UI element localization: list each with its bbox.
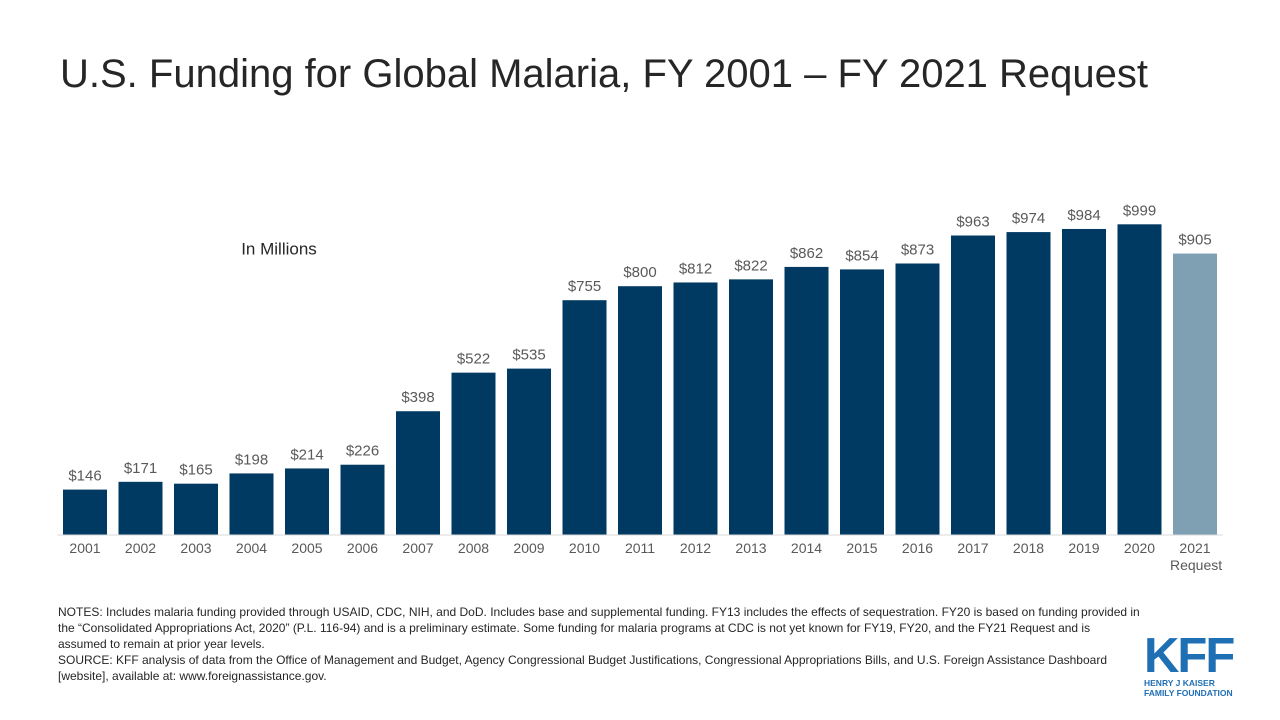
logo-text: FAMILY FOUNDATION <box>1144 688 1233 698</box>
x-tick-label: 2010 <box>568 540 601 556</box>
value-label: $165 <box>179 462 212 479</box>
value-label: $522 <box>457 351 490 368</box>
x-tick-label: 2019 <box>1068 540 1100 556</box>
x-tick-label: 2002 <box>124 540 157 556</box>
value-label: $535 <box>512 347 545 364</box>
x-tick-label: 2003 <box>180 540 212 556</box>
value-label: $862 <box>790 245 823 262</box>
bar <box>895 263 940 535</box>
x-tick-label: 2004 <box>235 540 268 556</box>
x-tick-label: 2005 <box>291 540 323 556</box>
source: SOURCE: KFF analysis of data from the Of… <box>58 653 1107 683</box>
x-tick-label: 2013 <box>735 540 767 556</box>
logo: KFF HENRY J KAISER FAMILY FOUNDATION <box>1144 629 1235 699</box>
bar <box>229 473 274 535</box>
x-tick-label: 2018 <box>1012 540 1045 556</box>
x-tick-label: 2001 <box>69 540 101 556</box>
bar <box>451 372 496 535</box>
bar <box>840 269 884 535</box>
bar <box>729 279 773 535</box>
value-label: $198 <box>235 451 268 468</box>
value-label: $822 <box>734 257 767 274</box>
chart-title: U.S. Funding for Global Malaria, FY 2001… <box>60 52 1149 96</box>
x-tick-label: 2011 <box>624 540 656 556</box>
value-label: $873 <box>901 241 934 258</box>
bar <box>618 286 662 535</box>
value-label: $398 <box>401 389 434 406</box>
value-label: $963 <box>956 213 989 230</box>
x-tick-label: 2014 <box>790 540 823 556</box>
bar <box>1117 224 1162 535</box>
bar <box>174 483 218 535</box>
bar <box>118 481 163 535</box>
value-label: $974 <box>1012 210 1045 227</box>
x-tick-label: 2020 <box>1123 540 1156 556</box>
bar <box>340 464 385 535</box>
bar <box>396 411 440 535</box>
notes: NOTES: Includes malaria funding provided… <box>58 604 1140 684</box>
note: NOTES: Includes malaria funding provided… <box>58 605 1140 651</box>
x-tick-label: 2009 <box>513 540 545 556</box>
value-label: $214 <box>290 446 323 463</box>
value-label: $999 <box>1123 202 1156 219</box>
bar <box>1173 253 1217 536</box>
x-tick-label: 2021 Request <box>1170 540 1223 573</box>
bar <box>1006 232 1051 535</box>
unit-label: In Millions <box>241 239 317 258</box>
x-tick-label: 2008 <box>457 540 490 556</box>
value-label: $812 <box>679 260 712 277</box>
x-tick-label: 2006 <box>346 540 379 556</box>
value-label: $984 <box>1067 207 1100 224</box>
x-tick-label: 2016 <box>901 540 934 556</box>
bar <box>784 266 829 535</box>
bar <box>673 282 718 535</box>
value-label: $146 <box>68 468 101 485</box>
value-label: $226 <box>346 443 379 460</box>
bar <box>63 489 107 535</box>
value-label: $171 <box>124 460 157 477</box>
logo-mark: KFF <box>1144 629 1235 683</box>
x-tick-label: 2012 <box>679 540 712 556</box>
bar <box>507 368 551 535</box>
value-label: $854 <box>845 247 878 264</box>
value-label: $755 <box>568 278 601 295</box>
bar <box>285 468 329 535</box>
bar <box>951 235 995 535</box>
x-tick-label: 2007 <box>402 540 434 556</box>
x-tick-label: 2017 <box>957 540 989 556</box>
logo-text: HENRY J KAISER <box>1144 678 1215 688</box>
value-label: $905 <box>1178 232 1211 249</box>
bar <box>1062 228 1106 535</box>
x-tick-label: 2015 <box>846 540 878 556</box>
bar <box>562 300 607 535</box>
value-label: $800 <box>623 264 656 281</box>
